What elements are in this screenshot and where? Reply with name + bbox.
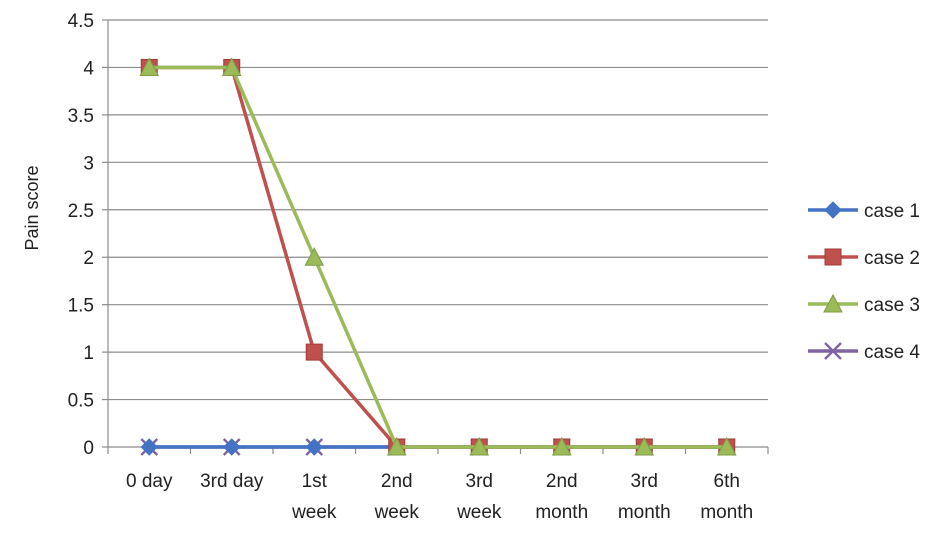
y-tick-label: 2 [83,248,94,269]
gridlines [108,19,768,401]
legend-label: case 2 [864,248,920,269]
y-tick-label: 4 [83,58,94,79]
axes [102,19,769,454]
series-line [149,65,727,449]
x-tick-label: 3rd [466,471,493,492]
legend-label: case 1 [864,201,920,222]
y-tick-labels: 0 0.5 1 1.5 2 2.5 3 3.5 4 4.5 [68,11,95,459]
series-case-3 [139,57,737,456]
data-point [386,436,407,456]
data-point [469,436,490,456]
x-tick-label: month [535,502,588,523]
data-point [139,57,160,76]
y-tick-label: 1.5 [68,296,94,317]
legend-item-case-1: case 1 [808,201,920,222]
x-tick-label: 6th [714,471,740,492]
y-tick-label: 2.5 [68,201,94,222]
y-tick-label: 1 [83,343,94,364]
data-point [221,57,242,76]
x-tick-label: 1st [302,471,328,492]
legend-label: case 4 [864,342,920,363]
legend-marker [824,342,842,360]
data-point [716,436,737,456]
legend-marker [823,293,843,313]
y-tick-label: 3 [83,153,94,174]
legend-marker [824,248,842,266]
data-point [223,438,241,456]
x-tick-label: 3rd [631,471,658,492]
x-tick-label: month [618,502,671,523]
y-axis-title: Pain score [22,165,42,250]
x-tick-label: 0 day [126,471,173,492]
x-tick-label: week [291,502,337,523]
legend-marker [824,201,842,219]
x-tick-label: 2nd [381,471,413,492]
x-tick-label: month [700,502,753,523]
series-lines [139,57,737,456]
x-marker-stroke [824,342,842,360]
legend-item-case-2: case 2 [808,248,920,269]
legend-label: case 3 [864,295,920,316]
x-tick-label: 2nd [546,471,578,492]
data-point [634,436,655,456]
data-point [551,436,572,456]
legend-item-case-3: case 3 [808,293,920,316]
data-point [140,438,158,456]
x-tick-label: 3rd day [200,471,264,492]
y-tick-label: 3.5 [68,106,94,127]
x-tick-label: week [374,502,420,523]
legend: case 1 case 2 case 3 case 4 [808,201,920,363]
y-tick-label: 0.5 [68,391,94,412]
x-tick-label: week [456,502,502,523]
y-tick-label: 0 [83,438,94,459]
data-point [305,343,323,361]
legend-item-case-4: case 4 [808,342,920,363]
x-tick-labels: 0 day 3rd day 1st week 2nd week 3rd week 2nd mont… [126,471,753,523]
y-tick-label: 4.5 [68,11,94,32]
data-point [305,438,323,456]
data-point [304,247,325,266]
